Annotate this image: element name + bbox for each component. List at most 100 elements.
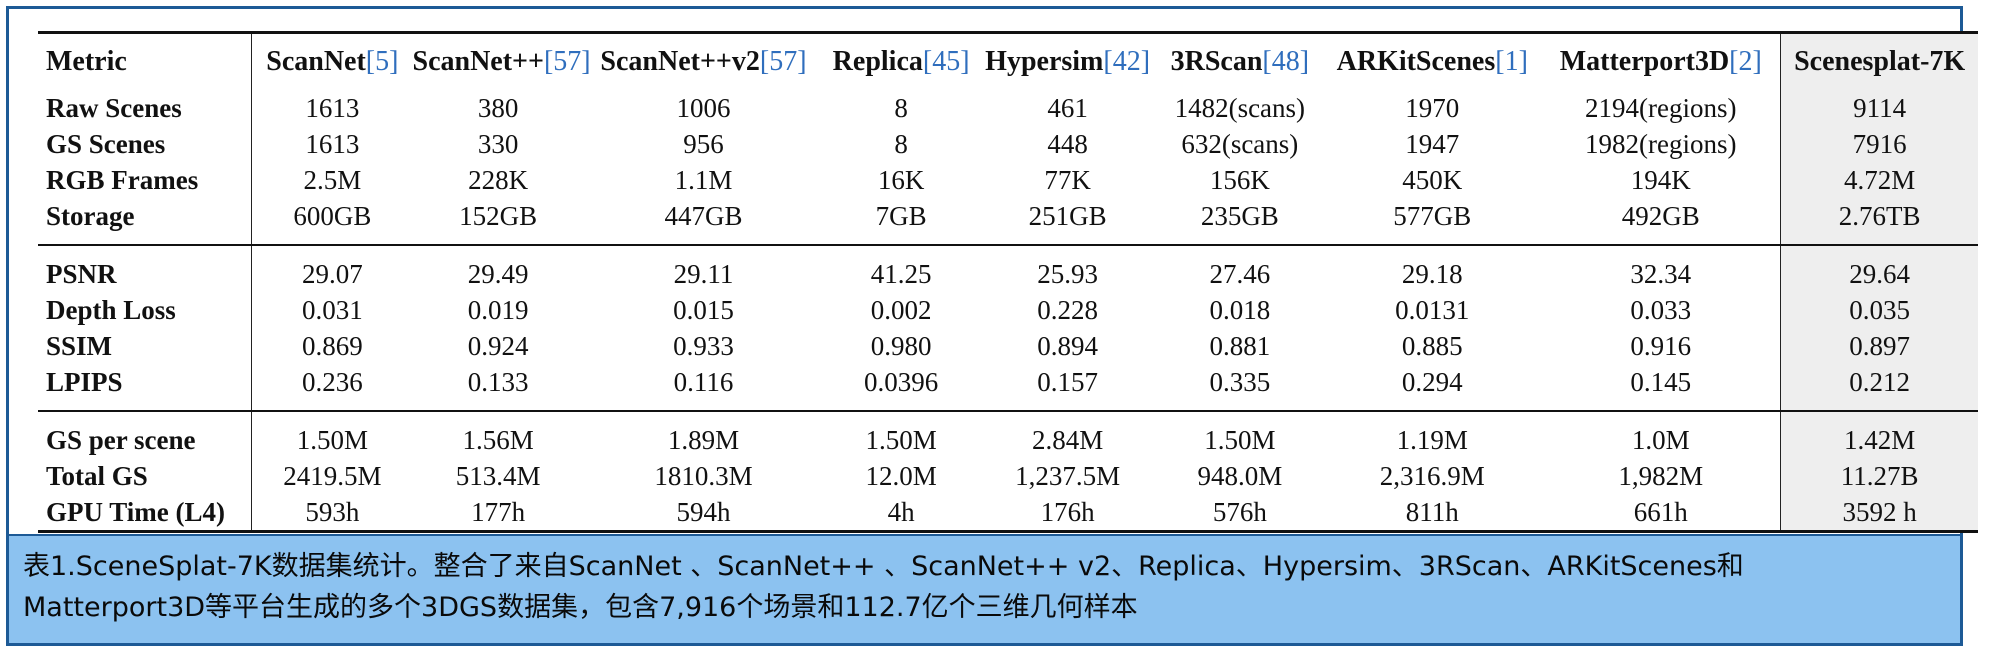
row-metric-label: Storage	[38, 198, 253, 245]
table-cell: 228K	[468, 165, 529, 195]
table-row: Storage 600GB 152GB 447GB 7GB 251GB 235GB 577GB…	[38, 198, 1978, 245]
table-cell: 0.933	[673, 331, 734, 361]
table-cell: 1482(scans)	[1174, 93, 1306, 123]
table-cell: 1810.3M	[654, 461, 753, 491]
row-metric-label: GS Scenes	[38, 126, 253, 162]
table-cell: 8	[894, 129, 908, 159]
table-cell: 2.76TB	[1780, 198, 1978, 245]
table-cell: 0.035	[1780, 292, 1978, 328]
column-header-name: Scenesplat-7K	[1794, 46, 1966, 77]
column-header-name: Matterport3D	[1559, 46, 1730, 77]
table-cell: 0.019	[467, 295, 529, 325]
table-cell: 447GB	[664, 201, 743, 231]
table-row: GS Scenes 1613 330 956 8 448 632(scans) 1947 198…	[38, 126, 1978, 162]
table-cell: 1,237.5M	[1015, 461, 1121, 491]
column-header: ScanNet++v2[57]	[583, 31, 824, 90]
table-cell: 176h	[978, 494, 1157, 533]
table-cell: 0.228	[1037, 295, 1098, 325]
column-header: ScanNet[5]	[251, 31, 413, 90]
column-header-name: ARKitScenes	[1336, 46, 1496, 77]
table-cell: 956	[683, 129, 724, 159]
citation-ref: [5]	[365, 46, 399, 77]
table-row: RGB Frames 2.5M 228K 1.1M 16K 77K 156K 450K 194K…	[38, 162, 1978, 198]
column-header: Replica[45]	[823, 31, 979, 90]
table-cell: 632(scans)	[1181, 129, 1299, 159]
table-cell: 1,982M	[1618, 461, 1704, 491]
table-cell: 8	[894, 93, 908, 123]
table-cell: 152GB	[459, 201, 538, 231]
table-cell: 2419.5M	[283, 461, 382, 491]
table-cell: 0.018	[1209, 295, 1271, 325]
table-cell: 448	[1047, 129, 1088, 159]
table-cell: 1.50M	[1156, 410, 1324, 458]
table-cell: 0.335	[1209, 367, 1271, 397]
table-cell: 0.0131	[1395, 295, 1470, 325]
table-cell: 7GB	[875, 201, 927, 231]
table-cell: 1.19M	[1323, 410, 1542, 458]
table-cell: 1.42M	[1780, 410, 1978, 458]
table-body: Raw Scenes 1613 380 1006 8 461 1482(scans) 1970…	[38, 90, 1978, 533]
table-cell: 0.897	[1780, 328, 1978, 364]
table-cell: 1.89M	[583, 410, 824, 458]
column-header: ScanNet++[57]	[412, 31, 591, 90]
table-cell: 29.64	[1780, 244, 1978, 292]
table-cell: 2194(regions)	[1585, 93, 1737, 123]
row-metric-label: LPIPS	[38, 364, 253, 411]
caption-line-2: Matterport3D等平台生成的多个3DGS数据集，包含7,916个场景和1…	[23, 592, 1138, 623]
table-cell: 1006	[676, 93, 731, 123]
table-row: GPU Time (L4) 593h 177h 594h 4h 176h 576h 811h 6…	[38, 494, 1978, 533]
table-cell: 2,316.9M	[1379, 461, 1485, 491]
table-cell: 0.885	[1401, 331, 1463, 361]
table-cell: 29.11	[583, 244, 824, 292]
table-cell: 593h	[251, 494, 413, 533]
table-row: Total GS 2419.5M 513.4M 1810.3M 12.0M 1,237.5…	[38, 458, 1978, 494]
table-cell: 661h	[1541, 494, 1781, 533]
table-row: Raw Scenes 1613 380 1006 8 461 1482(scans) 1970…	[38, 90, 1978, 126]
table-cell: 0.294	[1401, 367, 1463, 397]
table-cell: 0.116	[673, 367, 734, 397]
table-cell: 577GB	[1393, 201, 1472, 231]
column-header-name: ScanNet++v2	[600, 46, 760, 77]
table-cell: 11.27B	[1780, 458, 1978, 494]
citation-ref: [57]	[543, 46, 591, 77]
table-cell: 1.56M	[412, 410, 584, 458]
citation-ref: [45]	[922, 46, 970, 77]
table-cell: 9114	[1780, 90, 1978, 126]
column-header-name: Hypersim	[985, 46, 1104, 77]
figure-frame: Metric ScanNet[5] ScanNet++[57] ScanNet++v2…	[6, 6, 1978, 646]
table-cell: 576h	[1156, 494, 1324, 533]
table-cell: 0.031	[301, 295, 363, 325]
table-cell: 1.50M	[251, 410, 413, 458]
table-cell: 0.881	[1209, 331, 1271, 361]
table-cell: 513.4M	[455, 461, 541, 491]
citation-ref: [57]	[759, 46, 807, 77]
table-cell: 1.0M	[1541, 410, 1781, 458]
table-row: GS per scene 1.50M 1.56M 1.89M 1.50M 2.84M 1.5…	[38, 410, 1978, 458]
table-cell: 177h	[412, 494, 584, 533]
table-cell: 32.34	[1541, 244, 1781, 292]
column-header: 3RScan[48]	[1156, 31, 1324, 90]
table-cell: 1970	[1405, 93, 1460, 123]
table-cell: 16K	[877, 165, 925, 195]
table-cell: 0.924	[467, 331, 529, 361]
table-cell: 12.0M	[865, 461, 937, 491]
table-cell: 0.145	[1630, 367, 1692, 397]
table-cell: 1947	[1405, 129, 1460, 159]
citation-ref: [2]	[1729, 46, 1762, 77]
citation-ref: [48]	[1262, 46, 1310, 77]
table-row: PSNR 29.07 29.49 29.11 41.25 25.93 27.46 29.18 3…	[38, 244, 1978, 292]
row-metric-label: PSNR	[38, 244, 253, 292]
table-cell: 0.236	[301, 367, 363, 397]
citation-ref: [42]	[1103, 46, 1151, 77]
row-metric-label: Depth Loss	[38, 292, 253, 328]
table-cell: 0.157	[1037, 367, 1098, 397]
table-cell: 1.1M	[674, 165, 733, 195]
column-header: Hypersim[42]	[978, 31, 1157, 90]
table-cell: 0.0396	[863, 367, 939, 397]
table-cell: 194K	[1630, 165, 1691, 195]
table-cell: 600GB	[293, 201, 372, 231]
table-cell: 0.212	[1780, 364, 1978, 411]
table-cell: 380	[477, 93, 519, 123]
table-cell: 1.50M	[823, 410, 979, 458]
caption-box: 表1.SceneSplat-7K数据集统计。整合了来自ScanNet 、Scan…	[9, 534, 1960, 643]
